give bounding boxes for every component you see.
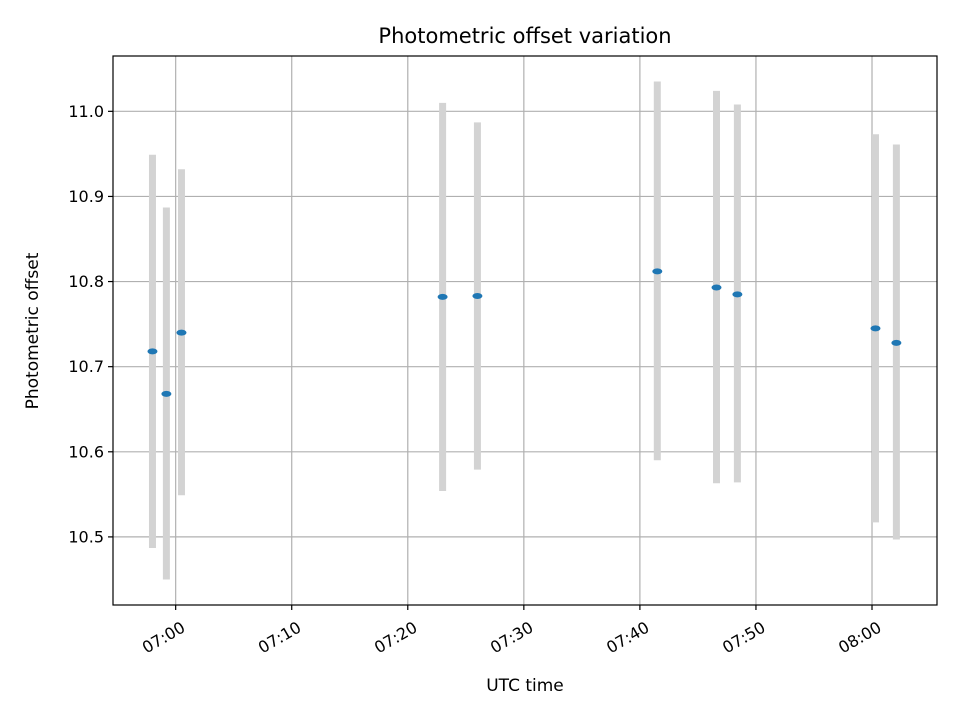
data-point bbox=[870, 325, 881, 332]
y-tick-label: 10.9 bbox=[68, 187, 104, 206]
axes-frame bbox=[112, 55, 938, 606]
data-point bbox=[147, 348, 158, 355]
data-point bbox=[437, 293, 448, 300]
y-axis-title: Photometric offset bbox=[23, 252, 43, 409]
y-tick-label: 10.6 bbox=[68, 442, 104, 461]
data-points bbox=[147, 268, 902, 397]
y-tick-label: 10.7 bbox=[68, 357, 104, 376]
chart-title: Photometric offset variation bbox=[378, 24, 671, 48]
y-tick-label: 10.8 bbox=[68, 272, 104, 291]
grid bbox=[113, 56, 937, 605]
data-point bbox=[652, 268, 663, 275]
data-point bbox=[161, 390, 172, 397]
data-point bbox=[472, 293, 483, 300]
y-tick-label: 11.0 bbox=[68, 102, 104, 121]
data-point bbox=[176, 329, 187, 336]
data-point bbox=[711, 284, 722, 291]
data-point bbox=[891, 339, 902, 346]
y-tick-label: 10.5 bbox=[68, 527, 104, 546]
plot-area bbox=[113, 56, 937, 605]
data-point bbox=[732, 291, 743, 298]
x-axis-title: UTC time bbox=[486, 676, 564, 696]
